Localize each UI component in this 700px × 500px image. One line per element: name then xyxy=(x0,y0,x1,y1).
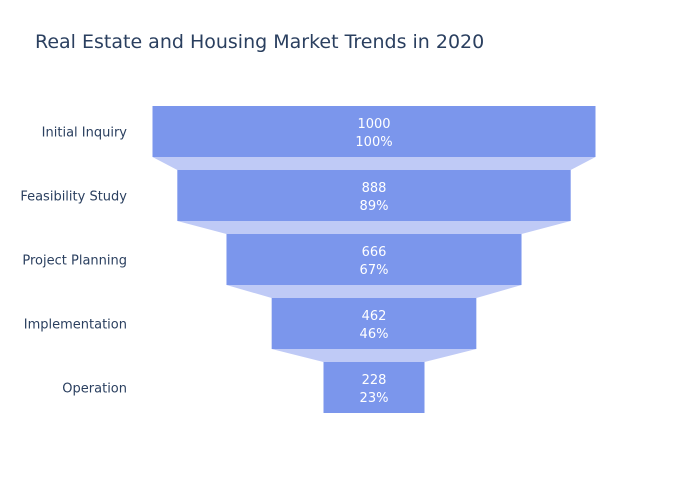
chart-title: Real Estate and Housing Market Trends in… xyxy=(35,31,485,53)
funnel-percent-label: 67% xyxy=(360,263,389,278)
category-tick-label: Implementation xyxy=(24,318,127,333)
category-tick-label: Project Planning xyxy=(22,254,127,269)
funnel-value-label: 666 xyxy=(362,245,387,260)
category-tick-label: Feasibility Study xyxy=(20,190,127,205)
funnel-value-label: 1000 xyxy=(357,117,390,132)
category-tick-label: Initial Inquiry xyxy=(42,126,128,141)
category-tick-label: Operation xyxy=(62,382,127,397)
funnel-value-label: 888 xyxy=(362,181,387,196)
funnel-connector xyxy=(226,285,522,298)
funnel-connector xyxy=(152,157,596,170)
funnel-value-label: 462 xyxy=(362,309,387,324)
funnel-value-label: 228 xyxy=(362,373,387,388)
funnel-bar[interactable] xyxy=(226,234,522,285)
funnel-bar[interactable] xyxy=(323,362,425,413)
funnel-bar[interactable] xyxy=(271,298,477,349)
funnel-bar[interactable] xyxy=(177,170,571,221)
funnel-connector xyxy=(271,349,477,362)
funnel-percent-label: 46% xyxy=(360,327,389,342)
funnel-bar[interactable] xyxy=(152,106,596,157)
funnel-percent-label: 89% xyxy=(360,199,389,214)
funnel-connector xyxy=(177,221,571,234)
funnel-percent-label: 23% xyxy=(360,391,389,406)
funnel-percent-label: 100% xyxy=(355,135,392,150)
